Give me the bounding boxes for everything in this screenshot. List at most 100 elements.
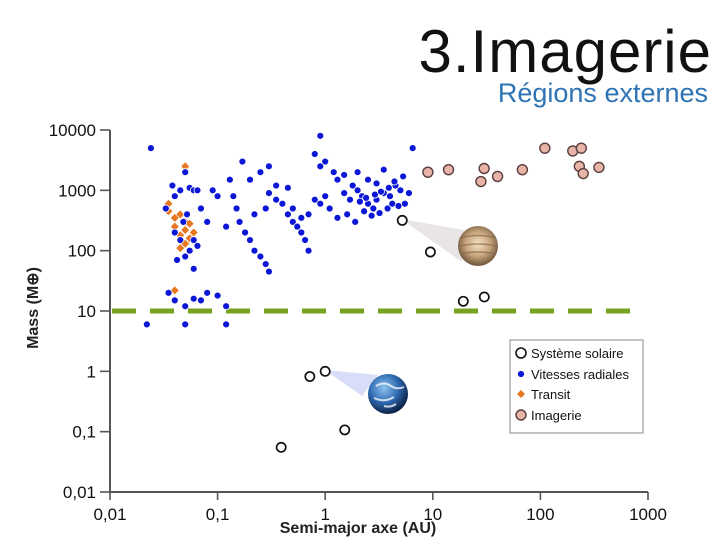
radial-velocity-point xyxy=(203,288,212,297)
imaging-point xyxy=(516,163,529,176)
radial-velocity-point xyxy=(310,195,319,204)
radial-velocity-point xyxy=(379,165,388,174)
jupiter-bands xyxy=(458,234,498,255)
radial-velocity-point xyxy=(304,246,313,255)
transit-point xyxy=(170,286,179,295)
page-title: 3.Imagerie xyxy=(418,18,712,85)
x-tick-label: 10 xyxy=(423,505,442,524)
earth-picture xyxy=(368,374,408,414)
radial-velocity-point xyxy=(232,204,241,213)
radial-velocity-point xyxy=(399,172,408,181)
radial-velocity-point xyxy=(229,192,238,201)
radial-velocity-point xyxy=(386,192,394,201)
radial-velocity-point xyxy=(316,162,325,171)
transit-point xyxy=(176,210,185,219)
radial-velocity-point xyxy=(256,252,265,261)
legend-marker-solar-system xyxy=(515,347,527,359)
radial-velocity-point xyxy=(400,199,409,208)
legend-label-transit: Transit xyxy=(531,387,571,402)
legend: Système solaire Vitesses radiales Transi… xyxy=(509,339,644,434)
radial-velocity-point xyxy=(265,189,273,197)
radial-velocity-point xyxy=(222,320,231,329)
radial-velocity-point xyxy=(340,171,349,179)
radial-velocity-point xyxy=(261,260,270,268)
radial-velocity-point xyxy=(383,204,392,213)
radial-velocity-point xyxy=(225,175,234,184)
radial-velocity-point xyxy=(181,302,190,311)
y-tick-label: 10 xyxy=(77,302,96,321)
radial-velocity-point xyxy=(375,209,384,217)
y-tick-label: 1 xyxy=(87,362,96,381)
radial-velocity-point xyxy=(348,181,357,190)
solar-system-point xyxy=(478,291,490,303)
transit-point xyxy=(181,226,190,235)
radial-velocity-point xyxy=(372,179,381,188)
legend-marker-transit xyxy=(517,390,525,398)
transit-point xyxy=(185,219,194,228)
radial-velocity-point xyxy=(394,202,403,210)
radial-velocity-point xyxy=(316,131,325,140)
radial-velocity-point xyxy=(208,186,217,195)
radial-velocity-point xyxy=(179,217,188,226)
legend-label-imaging: Imagerie xyxy=(531,408,582,423)
radial-velocity-point xyxy=(183,210,191,219)
x-tick-label: 0,1 xyxy=(206,505,230,524)
radial-velocity-point xyxy=(256,168,265,177)
radial-velocity-point xyxy=(176,186,185,195)
radial-velocity-point xyxy=(272,181,281,190)
x-tick-label: 100 xyxy=(526,505,554,524)
jupiter-callout-beam xyxy=(401,219,464,262)
radial-velocity-point xyxy=(250,210,259,219)
radial-velocity-point xyxy=(176,236,185,244)
radial-velocity-point xyxy=(346,195,354,204)
earth-callout-beam xyxy=(325,370,378,396)
y-axis-label: Mass (M⊕) xyxy=(25,267,42,349)
y-tick-label: 100 xyxy=(68,242,96,261)
imaging-point xyxy=(491,170,504,183)
radial-velocity-point xyxy=(333,175,342,184)
transit-point xyxy=(170,222,179,231)
legend-marker-radial-velocity xyxy=(517,370,525,378)
radial-velocity-point xyxy=(189,236,198,244)
solar-system-point xyxy=(396,214,408,226)
x-tick-label: 1 xyxy=(320,505,329,524)
y-tick-label: 0,1 xyxy=(72,423,96,442)
radial-velocity-point xyxy=(213,291,222,300)
radial-velocity-point xyxy=(405,189,413,197)
radial-velocity-point xyxy=(222,222,231,231)
imaging-point xyxy=(575,142,588,154)
radial-velocity-point xyxy=(142,320,151,329)
radial-velocity-point xyxy=(278,199,287,208)
radial-velocity-point xyxy=(325,204,334,213)
radial-velocity-point xyxy=(408,144,417,153)
solar-system-point xyxy=(304,371,316,382)
imaging-point xyxy=(577,167,589,180)
planet-callouts xyxy=(325,219,498,414)
radial-velocity-point xyxy=(343,210,352,219)
radial-velocity-point xyxy=(297,228,306,237)
radial-velocity-point xyxy=(367,211,376,220)
radial-velocity-point xyxy=(293,222,302,231)
radial-velocity-point xyxy=(246,175,254,184)
x-axis-label: Semi-major axe (AU) xyxy=(280,520,437,537)
legend-marker-imaging xyxy=(515,409,527,421)
earth-clouds xyxy=(373,382,405,408)
radial-velocity-point xyxy=(241,228,249,237)
radial-velocity-point xyxy=(189,294,198,303)
radial-velocity-point xyxy=(170,192,179,201)
radial-velocity-point xyxy=(297,213,306,222)
y-tick-label: 0,01 xyxy=(63,483,96,502)
radial-velocity-point xyxy=(384,183,393,192)
radial-velocity-point xyxy=(181,168,190,177)
radial-velocity-point xyxy=(250,246,259,255)
solar-system-series xyxy=(275,214,490,453)
radial-velocity-point xyxy=(304,210,313,219)
radial-velocity-point xyxy=(213,192,222,201)
legend-label-radial-velocity: Vitesses radiales xyxy=(531,367,630,382)
imaging-point xyxy=(593,161,605,174)
radial-velocity-point xyxy=(193,241,202,250)
imaging-point xyxy=(539,142,551,154)
radial-velocity-point xyxy=(265,162,273,171)
radial-velocity-point xyxy=(288,217,297,226)
radial-velocity-point xyxy=(238,157,247,166)
